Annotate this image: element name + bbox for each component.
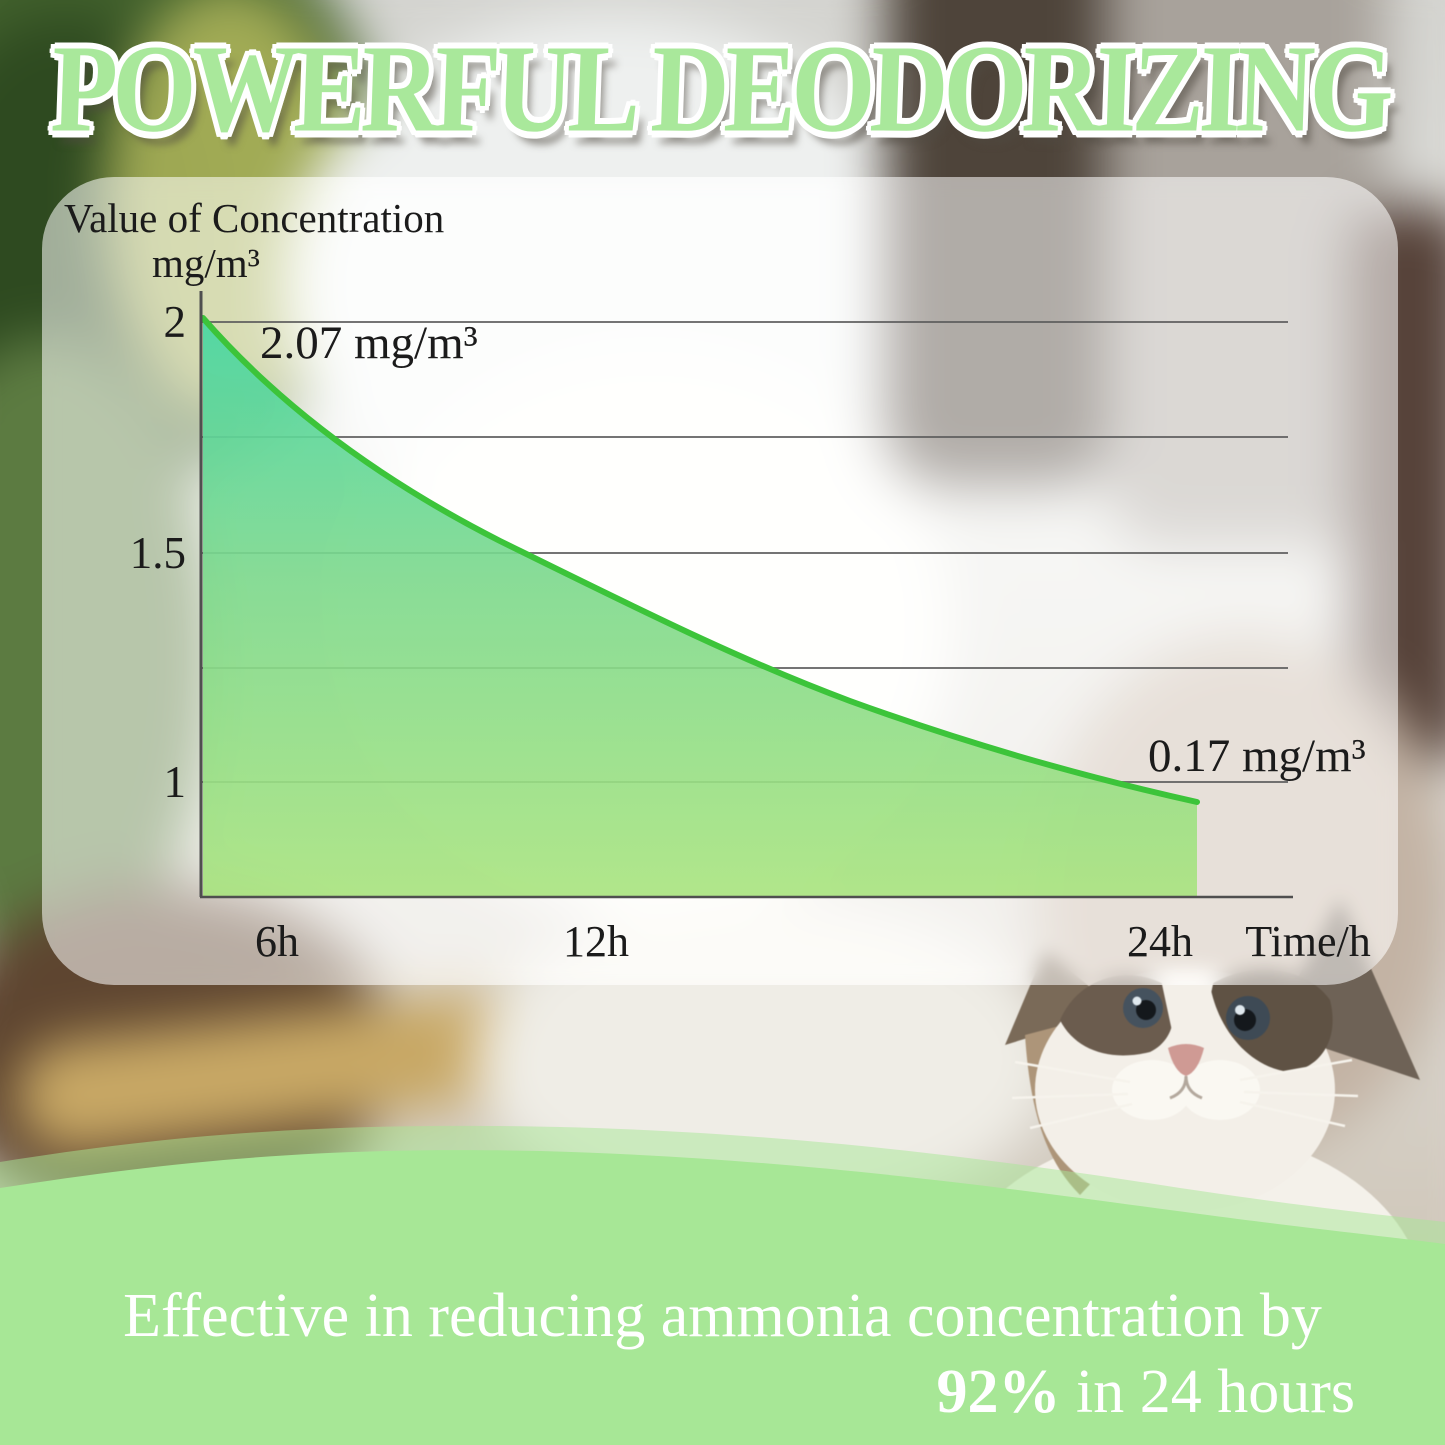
cat-blaze [1160, 975, 1215, 1045]
cat-mouth [1169, 1075, 1203, 1100]
x-axis-label: Time/h [1245, 917, 1371, 966]
cat-pupil-left [1136, 1000, 1156, 1020]
x-tick-6h: 6h [255, 917, 299, 966]
start-value-annotation: 2.07 mg/m³ [260, 317, 478, 369]
y-tick-1: 1 [163, 757, 187, 807]
y-axis-unit: mg/m³ [152, 240, 260, 286]
cat-muzzle-right [1180, 1060, 1260, 1120]
footer-line1: Effective in reducing ammonia concentrat… [123, 1282, 1322, 1350]
footer-percentage: 92% [936, 1358, 1061, 1427]
curve-line [200, 315, 1200, 805]
y-tick-1-5: 1.5 [129, 528, 186, 578]
end-value-annotation: 0.17 mg/m³ [1148, 730, 1366, 782]
wave-solid [0, 1150, 1445, 1445]
x-tick-12h: 12h [563, 917, 629, 966]
y-tick-2: 2 [163, 297, 187, 347]
cat-whiskers [1011, 1058, 1359, 1130]
cat-ear-left [1005, 950, 1118, 1045]
x-tick-24h: 24h [1127, 917, 1193, 966]
cat-eye-patch-right [1210, 969, 1333, 1072]
footer-line2: 92% in 24 hours [0, 1358, 1445, 1426]
cat-glint-right [1235, 1005, 1245, 1015]
area-fill [203, 318, 1197, 897]
footer-line2-rest: in 24 hours [1060, 1358, 1355, 1427]
y-axis-title: Value of Concentration [64, 195, 445, 241]
cat-nose [1168, 1044, 1204, 1076]
cat-glint-left [1132, 996, 1142, 1006]
footer: Effective in reducing ammonia concentrat… [0, 1282, 1445, 1426]
